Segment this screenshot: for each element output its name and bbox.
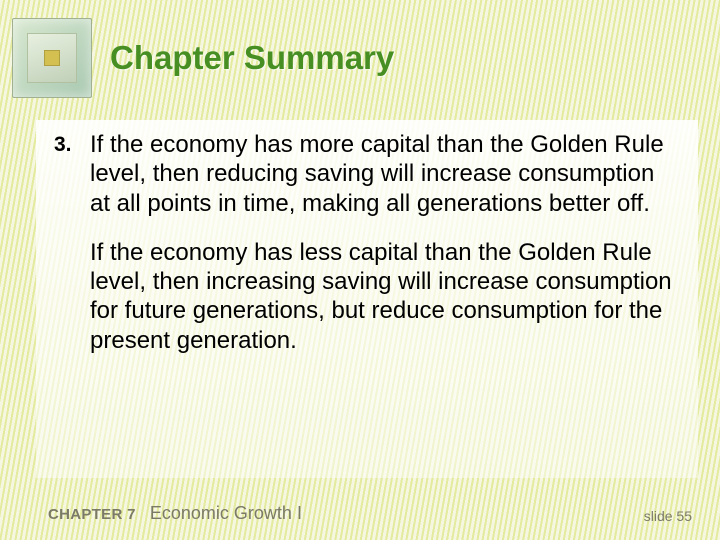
paragraph-1: If the economy has more capital than the… (90, 130, 678, 218)
content-area: 3. If the economy has more capital than … (36, 120, 698, 478)
chapter-title: Economic Growth I (150, 503, 302, 523)
slide-footer: CHAPTER 7 Economic Growth I slide 55 (48, 503, 692, 524)
slide-header: Chapter Summary (0, 0, 720, 98)
chapter-label: CHAPTER 7 (48, 506, 136, 523)
slide-title: Chapter Summary (110, 39, 394, 77)
paragraph-2: If the economy has less capital than the… (90, 238, 678, 355)
list-body: If the economy has more capital than the… (90, 130, 678, 375)
header-icon-inner (27, 33, 77, 83)
footer-left: CHAPTER 7 Economic Growth I (48, 503, 302, 524)
slide-number: slide 55 (644, 508, 692, 524)
list-item: 3. If the economy has more capital than … (54, 130, 678, 375)
header-icon (12, 18, 92, 98)
list-number: 3. (54, 130, 76, 375)
chip-icon (44, 50, 60, 66)
